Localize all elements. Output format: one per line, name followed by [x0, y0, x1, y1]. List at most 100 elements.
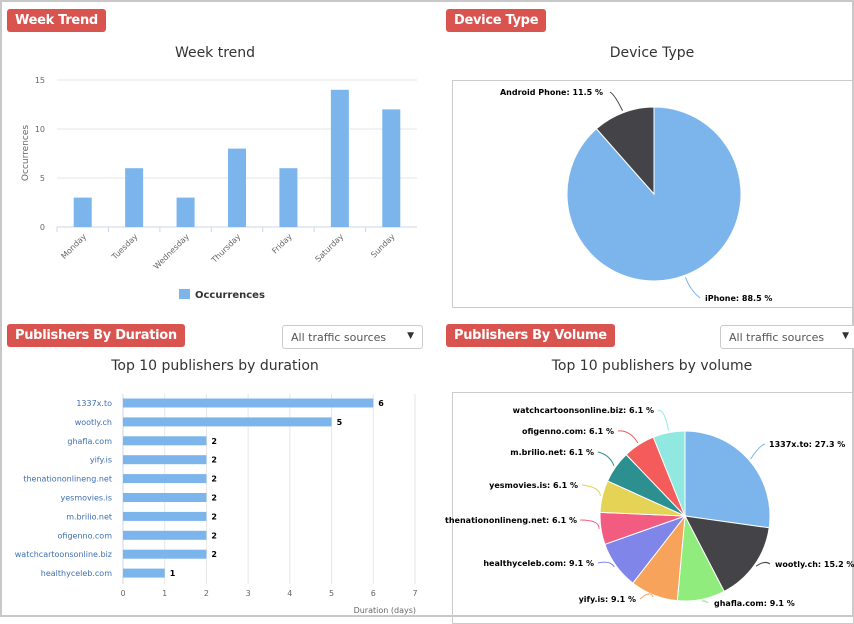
- y-tick-label: watchcartoonsonline.biz: [15, 550, 112, 559]
- pie-data-label: ghafla.com: 9.1 %: [714, 599, 795, 608]
- legend-label: Occurrences: [195, 290, 265, 301]
- device-type-badge: Device Type: [446, 9, 547, 32]
- pie-data-label: m.brilio.net: 6.1 %: [510, 448, 594, 457]
- pie-slice-wootly-ch: [684, 515, 770, 593]
- legend-swatch: [179, 289, 190, 299]
- pie-data-label: ofigenno.com: 6.1 %: [522, 427, 614, 436]
- select-value: All traffic sources: [729, 331, 825, 344]
- bar-tuesday: [125, 168, 144, 227]
- y-tick-label: m.brilio.net: [66, 512, 112, 521]
- x-tick-label: 2: [204, 589, 209, 598]
- bar-watchcartoonsonline-biz: [123, 549, 207, 559]
- y-tick-label: 1337x.to: [76, 399, 112, 408]
- pie-data-label: 1337x.to: 27.3 %: [769, 440, 845, 449]
- connector-line: [597, 561, 615, 568]
- bar-thenationonlineng-net: [123, 474, 207, 484]
- y-tick-label: wootly.ch: [75, 418, 112, 427]
- connector-line: [701, 600, 709, 604]
- week-chart-title: Week trend: [174, 45, 256, 61]
- caret-down-icon: ▼: [407, 331, 414, 341]
- y-tick-label: ofigenno.com: [58, 531, 113, 540]
- y-tick-label: 5: [40, 174, 45, 183]
- publishers-duration-badge: Publishers By Duration: [7, 324, 185, 347]
- bar-thursday: [228, 148, 246, 227]
- connector-line: [639, 593, 654, 600]
- x-tick-label: 5: [329, 589, 334, 598]
- y-tick-label: healthyceleb.com: [41, 569, 112, 578]
- y-tick-label: 10: [35, 125, 45, 134]
- x-tick-label: Wednesday: [152, 232, 191, 271]
- connector-line: [750, 443, 766, 460]
- x-axis-label: Duration (days): [354, 606, 416, 615]
- caret-down-icon: ▼: [842, 331, 849, 341]
- bar-data-label: 2: [211, 494, 217, 503]
- bar-monday: [73, 197, 92, 227]
- bar-data-label: 2: [211, 475, 217, 484]
- bar-data-label: 6: [378, 399, 384, 408]
- x-tick-label: Tuesday: [109, 232, 139, 262]
- volume-traffic-source-select[interactable]: All traffic sources ▼: [720, 325, 854, 349]
- y-tick-label: yify.is: [90, 456, 112, 465]
- x-tick-label: Sunday: [369, 232, 397, 260]
- y-tick-label: 0: [40, 223, 45, 232]
- x-tick-label: Monday: [59, 232, 88, 261]
- bar-yify-is: [123, 455, 207, 465]
- publishers-volume-badge: Publishers By Volume: [446, 324, 615, 347]
- bar-data-label: 1: [170, 569, 176, 578]
- pie-slice-watchcartoonsonline-biz: [652, 430, 686, 517]
- bar-friday: [279, 168, 298, 227]
- x-tick-label: 0: [120, 589, 125, 598]
- y-axis-label: Occurrences: [21, 125, 31, 181]
- bar-wootly-ch: [123, 417, 332, 427]
- pie-data-label: watchcartoonsonline.biz: 6.1 %: [513, 406, 654, 415]
- pie-slice-android-phone: [595, 106, 655, 196]
- select-value: All traffic sources: [291, 331, 387, 344]
- pie-data-label: yify.is: 9.1 %: [579, 595, 636, 604]
- connector-line: [755, 561, 771, 567]
- bar-ghafla-com: [123, 436, 207, 446]
- duration-chart-title: Top 10 publishers by duration: [111, 358, 319, 374]
- week-trend-badge: Week Trend: [7, 9, 106, 32]
- bar-wednesday: [176, 197, 195, 227]
- x-tick-label: Friday: [270, 232, 294, 256]
- x-tick-label: 7: [412, 589, 417, 598]
- x-tick-label: Thursday: [209, 232, 243, 266]
- connector-line: [579, 519, 600, 529]
- bar-saturday: [330, 89, 349, 227]
- bar-healthyceleb-com: [123, 568, 165, 578]
- duration-traffic-source-select[interactable]: All traffic sources ▼: [282, 325, 423, 349]
- bar-yesmovies-is: [123, 493, 207, 502]
- pie-data-label: iPhone: 88.5 %: [705, 294, 772, 303]
- connector-line: [684, 277, 701, 299]
- y-tick-label: 15: [35, 76, 45, 85]
- x-tick-label: 4: [287, 589, 292, 598]
- bar-data-label: 5: [337, 418, 343, 427]
- pie-data-label: healthyceleb.com: 9.1 %: [483, 559, 594, 568]
- pie-data-label: Android Phone: 11.5 %: [500, 88, 603, 97]
- connector-line: [617, 430, 639, 444]
- connector-line: [657, 409, 669, 431]
- pie-data-label: wootly.ch: 15.2 %: [775, 560, 854, 569]
- bar-data-label: 2: [211, 456, 217, 465]
- y-tick-label: ghafla.com: [67, 437, 112, 446]
- y-tick-label: yesmovies.is: [61, 494, 113, 503]
- pie-data-label: thenationonlineng.net: 6.1 %: [445, 516, 577, 525]
- bar-ofigenno-com: [123, 530, 207, 540]
- device-chart-title: Device Type: [609, 45, 695, 61]
- y-tick-label: thenationonlineng.net: [23, 475, 112, 484]
- volume-chart-title: Top 10 publishers by volume: [551, 358, 753, 374]
- connector-line: [609, 91, 623, 111]
- bar-data-label: 2: [211, 531, 217, 540]
- x-tick-label: 3: [246, 589, 251, 598]
- pie-data-label: yesmovies.is: 6.1 %: [489, 481, 578, 490]
- x-tick-label: 6: [371, 589, 376, 598]
- bar-m-brilio-net: [123, 511, 207, 521]
- bar-1337x-to: [123, 398, 374, 408]
- bar-data-label: 2: [211, 437, 217, 446]
- x-tick-label: 1: [162, 589, 167, 598]
- connector-line: [597, 451, 615, 466]
- bar-data-label: 2: [211, 550, 217, 559]
- connector-line: [581, 484, 601, 496]
